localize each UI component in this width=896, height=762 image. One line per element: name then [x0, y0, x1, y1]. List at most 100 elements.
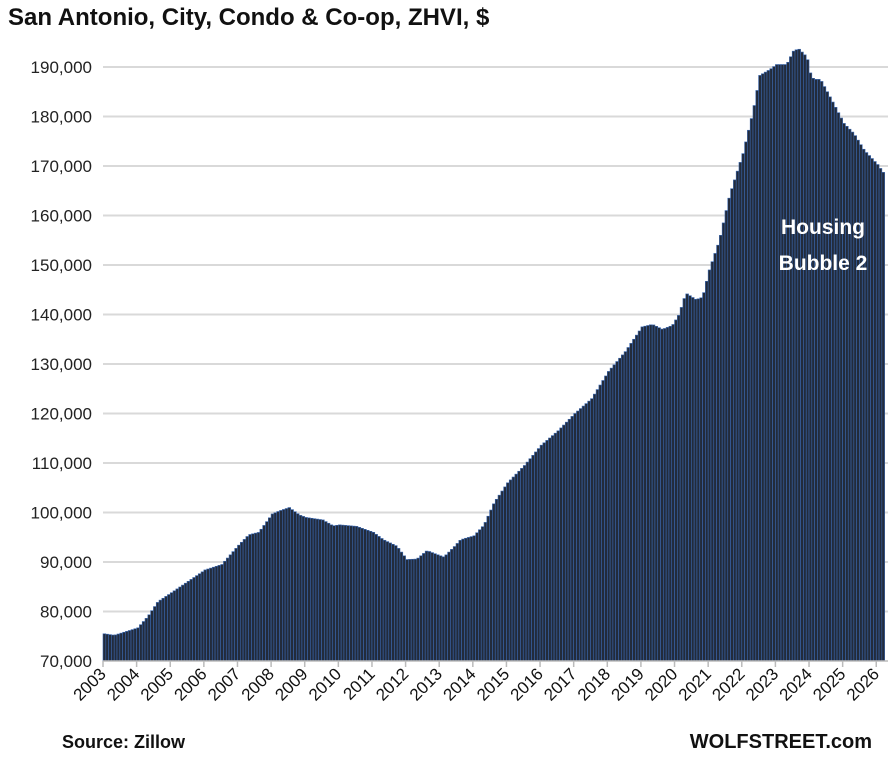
bar: [178, 586, 182, 662]
bar: [808, 72, 813, 662]
bar: [621, 354, 625, 662]
bar: [472, 535, 476, 662]
bar: [564, 421, 569, 662]
bar: [357, 527, 362, 662]
bar: [105, 633, 109, 662]
bar: [716, 244, 720, 662]
bar: [265, 521, 269, 662]
bar: [562, 424, 566, 662]
bar: [385, 541, 390, 662]
bar: [214, 565, 219, 662]
bar: [466, 537, 471, 662]
brand-label: WOLFSTREET.com: [689, 731, 872, 753]
bar: [881, 172, 885, 662]
bar: [450, 549, 454, 662]
bar: [343, 525, 348, 662]
x-tick-label: 2022: [708, 664, 748, 704]
bar: [262, 525, 266, 662]
bar: [363, 529, 367, 662]
bar: [408, 559, 412, 662]
bar: [150, 610, 154, 662]
bar: [864, 152, 869, 662]
bar: [497, 494, 502, 662]
bar: [508, 479, 513, 662]
bar: [181, 584, 185, 662]
bar: [127, 630, 132, 662]
bar: [310, 517, 314, 662]
bar: [797, 48, 801, 662]
bar: [814, 79, 818, 662]
x-tick-label: 2006: [171, 664, 211, 704]
bar: [430, 552, 434, 662]
bar: [800, 51, 804, 662]
bar: [803, 54, 807, 662]
bar: [842, 123, 846, 662]
bar: [578, 408, 583, 662]
bar: [522, 465, 527, 662]
bar: [186, 581, 191, 662]
bar: [738, 162, 743, 662]
bar: [130, 629, 135, 662]
bar: [657, 327, 661, 662]
bar: [685, 293, 689, 662]
bar: [545, 440, 549, 662]
bar: [755, 90, 759, 662]
bar: [371, 531, 376, 662]
bar: [531, 455, 535, 662]
bar: [461, 538, 465, 662]
bar: [391, 543, 395, 662]
bar: [581, 405, 586, 662]
bar: [139, 624, 143, 662]
bar: [671, 324, 675, 662]
bar: [290, 509, 294, 662]
bar: [696, 298, 701, 662]
bar: [200, 571, 205, 662]
bar: [189, 579, 193, 662]
bar: [730, 188, 734, 662]
bar: [155, 602, 160, 662]
bar: [705, 280, 709, 662]
bar: [660, 328, 664, 662]
bar: [663, 328, 667, 662]
bar: [332, 525, 336, 662]
bar: [475, 532, 479, 662]
bar: [763, 71, 768, 662]
bar: [237, 544, 241, 662]
bar: [724, 210, 729, 662]
bar: [326, 522, 331, 662]
bar: [786, 61, 790, 662]
bar: [615, 361, 619, 662]
y-tick-label: 120,000: [31, 405, 92, 424]
bar: [239, 541, 244, 662]
bar: [679, 307, 684, 662]
bar: [595, 389, 600, 662]
bar: [590, 398, 594, 662]
bar: [354, 526, 359, 662]
bar: [433, 553, 437, 662]
bar: [626, 347, 631, 662]
bar: [528, 458, 532, 662]
x-tick-label: 2021: [675, 664, 715, 704]
x-tick-label: 2012: [372, 664, 412, 704]
bar: [195, 575, 199, 662]
bar: [279, 510, 283, 662]
bar: [352, 525, 356, 662]
bar: [699, 297, 703, 662]
bar: [503, 486, 507, 662]
y-tick-label: 80,000: [40, 603, 92, 622]
bar: [710, 261, 715, 662]
bar: [399, 551, 404, 662]
source-label: Source: Zillow: [62, 732, 186, 752]
x-tick-label: 2015: [473, 664, 513, 704]
y-tick-label: 70,000: [40, 652, 92, 671]
bar: [752, 105, 757, 662]
bar: [276, 511, 280, 662]
bar: [282, 509, 286, 662]
bar: [791, 50, 796, 662]
x-tick-label: 2004: [103, 664, 143, 704]
bar: [388, 542, 392, 662]
bar: [632, 338, 636, 662]
bar: [133, 628, 137, 662]
bar: [108, 634, 112, 662]
